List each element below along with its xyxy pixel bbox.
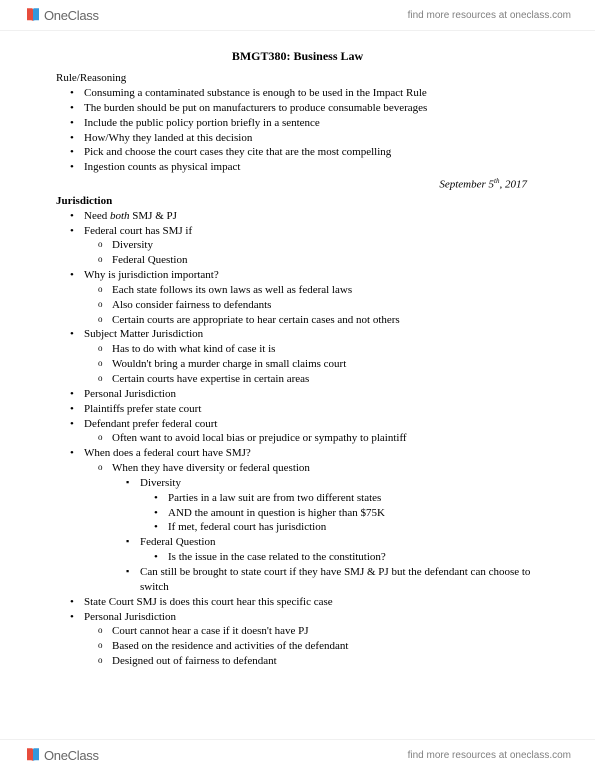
list-item: Can still be brought to state court if t… — [56, 565, 539, 595]
list-item: Need both SMJ & PJ — [56, 209, 539, 224]
list-item: Include the public policy portion briefl… — [56, 116, 539, 131]
brand-logo-footer: OneClass — [24, 746, 99, 764]
document-title: BMGT380: Business Law — [56, 49, 539, 64]
section-heading-jurisdiction: Jurisdiction — [56, 195, 539, 207]
list-item: The burden should be put on manufacturer… — [56, 101, 539, 116]
list-item: Personal Jurisdiction — [56, 387, 539, 402]
list-item: Certain courts have expertise in certain… — [56, 372, 539, 387]
section-heading-rule: Rule/Reasoning — [56, 72, 539, 84]
list-item: Each state follows its own laws as well … — [56, 283, 539, 298]
list-item: Diversity — [56, 476, 539, 491]
list-item: Parties in a law suit are from two diffe… — [56, 491, 539, 506]
list-item: Based on the residence and activities of… — [56, 639, 539, 654]
book-icon — [24, 6, 42, 24]
list-item: Pick and choose the court cases they cit… — [56, 145, 539, 160]
list-item: Wouldn't bring a murder charge in small … — [56, 357, 539, 372]
list-item: Consuming a contaminated substance is en… — [56, 86, 539, 101]
list-item: When they have diversity or federal ques… — [56, 461, 539, 476]
list-item: Plaintiffs prefer state court — [56, 402, 539, 417]
list-item: If met, federal court has jurisdiction — [56, 520, 539, 535]
date-year: , 2017 — [500, 179, 528, 191]
jurisdiction-list: Need both SMJ & PJFederal court has SMJ … — [56, 209, 539, 669]
list-item: Why is jurisdiction important? — [56, 268, 539, 283]
list-item: Often want to avoid local bias or prejud… — [56, 431, 539, 446]
page-header: OneClass find more resources at oneclass… — [0, 0, 595, 31]
list-item: Personal Jurisdiction — [56, 610, 539, 625]
header-tagline: find more resources at oneclass.com — [408, 10, 571, 21]
document-body: BMGT380: Business Law Rule/Reasoning Con… — [0, 31, 595, 669]
list-item: Designed out of fairness to defendant — [56, 654, 539, 669]
list-item: Has to do with what kind of case it is — [56, 342, 539, 357]
footer-tagline: find more resources at oneclass.com — [408, 750, 571, 761]
list-item: Court cannot hear a case if it doesn't h… — [56, 624, 539, 639]
rule-reasoning-list: Consuming a contaminated substance is en… — [56, 86, 539, 175]
list-item: Also consider fairness to defendants — [56, 298, 539, 313]
list-item: Certain courts are appropriate to hear c… — [56, 313, 539, 328]
book-icon — [24, 746, 42, 764]
list-item: Defendant prefer federal court — [56, 417, 539, 432]
date-prefix: September 5 — [439, 179, 494, 191]
list-item: Federal Question — [56, 535, 539, 550]
list-item: Federal Question — [56, 253, 539, 268]
list-item: Federal court has SMJ if — [56, 224, 539, 239]
brand-name-footer: OneClass — [44, 748, 99, 763]
brand-name: OneClass — [44, 8, 99, 23]
list-item: Subject Matter Jurisdiction — [56, 327, 539, 342]
page-footer: OneClass find more resources at oneclass… — [0, 739, 595, 770]
list-item: Ingestion counts as physical impact — [56, 160, 539, 175]
list-item: AND the amount in question is higher tha… — [56, 506, 539, 521]
list-item: How/Why they landed at this decision — [56, 131, 539, 146]
list-item: State Court SMJ is does this court hear … — [56, 595, 539, 610]
list-item: Diversity — [56, 238, 539, 253]
list-item: When does a federal court have SMJ? — [56, 446, 539, 461]
brand-logo: OneClass — [24, 6, 99, 24]
date-line: September 5th, 2017 — [56, 177, 539, 191]
list-item: Is the issue in the case related to the … — [56, 550, 539, 565]
